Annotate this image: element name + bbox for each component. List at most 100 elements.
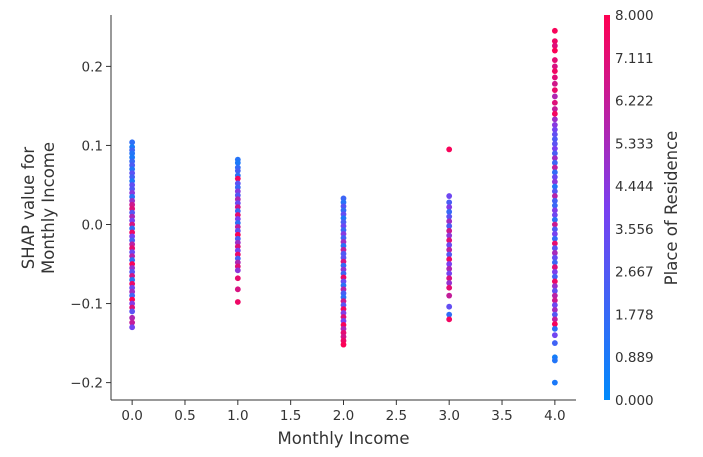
scatter-point — [551, 188, 558, 195]
scatter-point — [551, 183, 558, 190]
scatter-point — [551, 106, 558, 112]
scatter-point — [551, 68, 558, 75]
x-tick-label: 4.0 — [544, 408, 565, 424]
scatter-point — [129, 319, 136, 326]
scatter-point — [446, 270, 453, 277]
scatter-point — [446, 242, 453, 248]
scatter-point — [551, 254, 558, 261]
scatter-point — [551, 38, 558, 44]
scatter-point — [446, 246, 453, 253]
scatter-point — [551, 136, 558, 143]
scatter-point — [551, 155, 558, 161]
scatter-point — [551, 121, 558, 128]
scatter-point — [234, 167, 241, 174]
scatter-point — [551, 226, 558, 233]
scatter-point — [551, 240, 558, 247]
scatter-point — [551, 99, 558, 106]
scatter-point — [446, 232, 453, 239]
colorbar-tick-label: 7.111 — [615, 51, 654, 67]
scatter-point — [551, 197, 558, 204]
scatter-point — [551, 321, 558, 328]
scatter-point — [446, 311, 453, 318]
x-tick-label: 3.0 — [438, 408, 459, 424]
scatter-point — [551, 250, 558, 256]
scatter-point — [551, 150, 558, 157]
x-tick-label: 0.0 — [121, 408, 142, 424]
scatter-point — [551, 221, 558, 228]
y-axis-ticks: 0.2 0.1 0.0 −0.1 −0.2 — [70, 59, 111, 392]
scatter-point — [551, 316, 558, 323]
scatter-point — [446, 227, 453, 234]
colorbar-tick-label: 8.000 — [615, 8, 654, 24]
scatter-point — [551, 57, 558, 63]
scatter-point — [446, 284, 453, 291]
colorbar-ticks: 8.000 7.111 6.222 5.333 4.444 3.556 2.667 1.778… — [615, 8, 654, 409]
scatter-point — [446, 251, 453, 258]
scatter-point — [551, 297, 558, 304]
scatter-point — [446, 223, 453, 229]
scatter-point — [129, 314, 136, 321]
colorbar-gradient — [604, 15, 610, 400]
colorbar-tick-label: 5.333 — [615, 136, 654, 152]
scatter-point — [551, 306, 558, 313]
scatter-point — [446, 275, 453, 282]
y-tick-label: 0.0 — [82, 217, 103, 233]
x-tick-label: 1.0 — [227, 408, 248, 424]
colorbar-tick-label: 0.889 — [615, 350, 654, 366]
scatter-point — [446, 213, 453, 220]
scatter-point — [446, 237, 453, 244]
x-tick-label: 2.5 — [386, 408, 407, 424]
scatter-point — [234, 159, 241, 166]
scatter-point — [551, 93, 558, 100]
scatter-point — [446, 303, 453, 310]
x-tick-label: 1.5 — [280, 408, 301, 424]
scatter-point — [551, 140, 558, 147]
scatter-point — [551, 178, 558, 185]
scatter-point — [446, 208, 453, 215]
y-tick-label: 0.2 — [82, 59, 103, 75]
scatter-point — [551, 325, 558, 332]
y-tick-label: −0.1 — [70, 297, 103, 313]
y-tick-label: −0.2 — [70, 376, 103, 392]
scatter-point — [551, 235, 558, 242]
scatter-point — [446, 292, 453, 299]
scatter-point — [551, 116, 558, 123]
scatter-point — [234, 286, 241, 293]
colorbar-tick-label: 2.667 — [615, 265, 654, 281]
x-tick-label: 0.5 — [174, 408, 195, 424]
scatter-point — [551, 302, 558, 309]
scatter-point — [551, 283, 558, 290]
scatter-point — [551, 80, 558, 87]
scatter-point — [129, 324, 136, 331]
scatter-point — [129, 308, 136, 315]
x-axis-label: Monthly Income — [277, 429, 409, 448]
scatter-point — [551, 273, 558, 280]
scatter-point — [446, 265, 453, 272]
scatter-point — [446, 261, 453, 267]
scatter-point — [551, 264, 558, 271]
scatter-point — [551, 74, 558, 81]
scatter-point — [446, 199, 453, 206]
scatter-point — [551, 145, 558, 152]
scatter-point — [551, 340, 558, 346]
x-tick-label: 3.5 — [491, 408, 512, 424]
colorbar-tick-label: 6.222 — [615, 94, 654, 110]
scatter-point — [551, 269, 558, 275]
scatter-point — [446, 218, 453, 225]
scatter-point — [551, 332, 558, 339]
scatter-point — [551, 159, 558, 166]
scatter-point — [551, 259, 558, 266]
scatter-point — [234, 175, 241, 182]
scatter-point — [551, 63, 558, 70]
colorbar-tick-label: 3.556 — [615, 222, 654, 238]
scatter-point — [551, 131, 558, 138]
scatter-point — [551, 212, 558, 218]
scatter-point — [340, 341, 347, 348]
colorbar-label: Place of Residence — [662, 131, 681, 286]
scatter-point — [551, 42, 558, 49]
scatter-point — [551, 292, 558, 299]
scatter-point — [551, 47, 558, 54]
scatter-point — [446, 280, 453, 286]
scatter-point — [551, 288, 558, 294]
